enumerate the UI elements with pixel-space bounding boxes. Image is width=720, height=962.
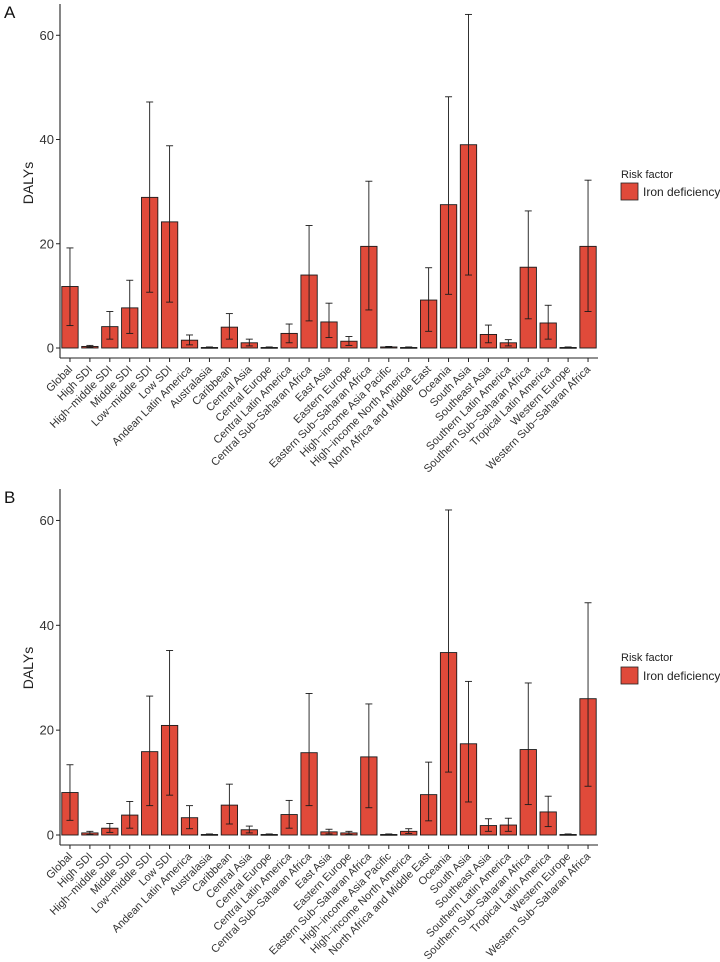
axis-lines	[59, 489, 598, 846]
y-axis-label: DALYs	[20, 162, 36, 205]
legend-title: Risk factor	[621, 652, 673, 664]
y-tick-label: 40	[40, 132, 54, 147]
y-tick-label: 20	[40, 236, 54, 251]
legend: Risk factor Iron deficiency	[620, 652, 720, 685]
legend: Risk factor Iron deficiency	[620, 169, 720, 201]
y-tick-label: 0	[47, 828, 54, 843]
y-axis: 0 20 40 60	[40, 28, 60, 356]
y-tick-label: 40	[40, 618, 54, 633]
legend-swatch	[620, 666, 639, 685]
panel-label: A	[4, 3, 16, 22]
error-bars	[66, 509, 592, 836]
y-axis-label: DALYs	[20, 647, 36, 690]
legend-title: Risk factor	[621, 169, 673, 181]
y-tick-label: 60	[40, 28, 54, 43]
y-axis: 0 20 40 60	[40, 513, 60, 843]
axis-lines	[59, 4, 598, 359]
legend-entry: Iron deficiency	[643, 669, 720, 683]
panel-label: B	[4, 488, 15, 507]
y-tick-label: 20	[40, 723, 54, 738]
y-tick-label: 60	[40, 513, 54, 528]
error-bars	[66, 13, 592, 349]
bars	[61, 652, 597, 836]
y-tick-label: 0	[47, 341, 54, 356]
legend-swatch	[620, 182, 639, 201]
legend-entry: Iron deficiency	[643, 185, 720, 199]
